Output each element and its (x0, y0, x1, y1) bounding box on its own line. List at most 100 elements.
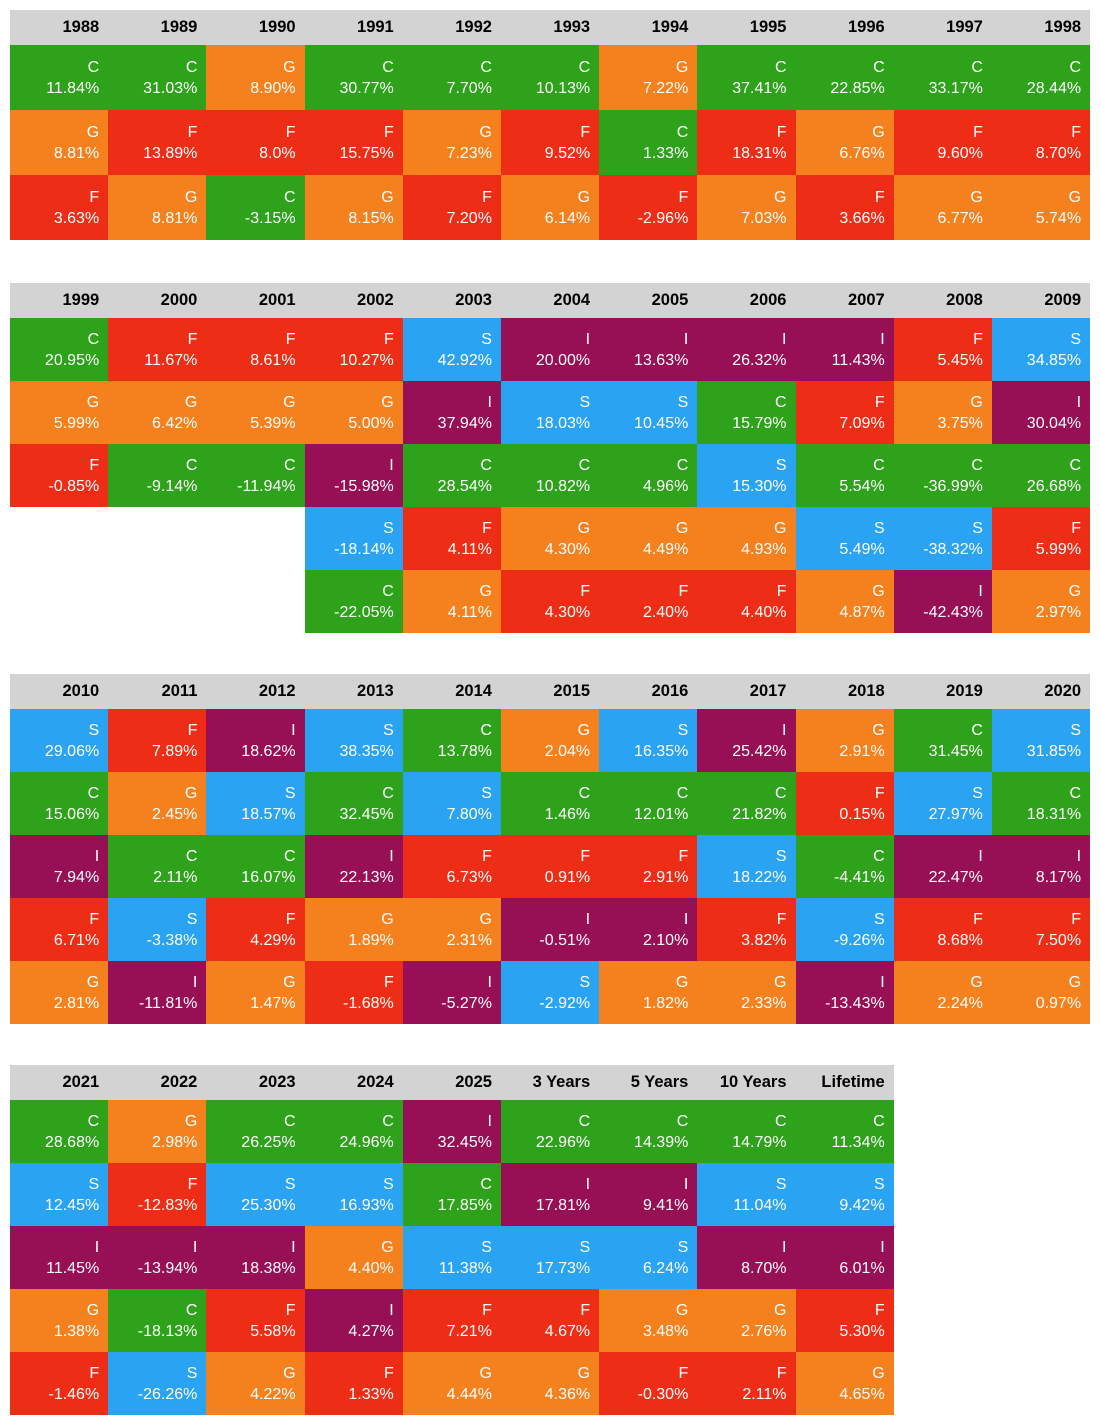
return-value: 3.48% (642, 1322, 689, 1340)
return-cell: G 3.48% (599, 1289, 698, 1352)
fund-letter: G (970, 393, 983, 411)
return-cell: F 7.09% (795, 381, 894, 444)
return-cell: F 8.70% (991, 110, 1091, 175)
fund-letter: S (1070, 330, 1082, 348)
column-2017: 2017 I 25.42% C 21.82% S 18.22% F 3.82% G 2.33% (697, 674, 796, 1024)
fund-letter: C (774, 58, 787, 76)
return-value: 1.33% (348, 1385, 394, 1403)
return-value: 22.96% (535, 1133, 591, 1151)
fund-letter: S (677, 393, 689, 411)
column-5-years: 5 Years C 14.39% I 9.41% S 6.24% G 3.48% F -0.30% (599, 1065, 698, 1415)
fund-letter: C (676, 1112, 689, 1130)
return-cell: F 13.89% (108, 110, 207, 175)
return-value: 2.81% (53, 994, 100, 1012)
return-value: 3.75% (937, 414, 983, 432)
return-cell: S 6.24% (599, 1226, 698, 1289)
fund-letter: I (487, 1112, 492, 1130)
return-cell: G 4.11% (402, 570, 501, 633)
fund-letter: F (776, 910, 787, 928)
fund-letter: F (580, 1301, 591, 1319)
return-cell: S 34.85% (991, 318, 1091, 381)
fund-letter: G (283, 393, 296, 411)
return-cell: C 22.96% (500, 1100, 600, 1163)
return-cell: G 8.81% (10, 110, 109, 175)
fund-letter: C (480, 58, 492, 76)
return-value: 4.49% (642, 540, 689, 558)
return-cell: C 14.79% (697, 1100, 796, 1163)
period-header: 1988 (10, 10, 109, 45)
return-cell: F 4.40% (697, 570, 796, 633)
return-value: 8.61% (250, 351, 296, 369)
column-2024: 2024 C 24.96% S 16.93% G 4.40% I 4.27% F 1.33% (304, 1065, 403, 1415)
return-cell: I 6.01% (795, 1226, 894, 1289)
return-cell: G 2.76% (697, 1289, 796, 1352)
return-value: 6.73% (446, 868, 492, 886)
period-header: 3 Years (500, 1065, 600, 1100)
fund-letter: C (480, 721, 492, 739)
return-cell: G 4.30% (500, 507, 600, 570)
fund-letter: F (383, 123, 394, 141)
fund-letter: G (381, 910, 394, 928)
return-value: 5.99% (53, 414, 100, 432)
return-value: -3.15% (244, 209, 296, 227)
return-value: 15.75% (339, 144, 394, 162)
fund-letter: F (580, 582, 591, 600)
fund-letter: F (187, 721, 198, 739)
fund-letter: G (381, 188, 394, 206)
return-cell: F -0.85% (10, 444, 109, 507)
return-value: -3.38% (146, 931, 198, 949)
return-cell: C 11.34% (795, 1100, 894, 1163)
return-cell: F 7.21% (402, 1289, 501, 1352)
column-2014: 2014 C 13.78% S 7.80% F 6.73% G 2.31% I -5.27% (402, 674, 501, 1024)
fund-letter: C (87, 330, 100, 348)
return-value: 31.03% (143, 79, 198, 97)
return-value: 4.11% (447, 603, 492, 621)
return-cell: I -5.27% (402, 961, 501, 1024)
fund-letter: C (578, 58, 591, 76)
return-value: 5.49% (839, 540, 885, 558)
return-value: -42.43% (923, 603, 983, 621)
return-value: 18.31% (1026, 805, 1082, 823)
period-header: 10 Years (697, 1065, 796, 1100)
return-value: 28.44% (1026, 79, 1082, 97)
period-header: 1998 (991, 10, 1091, 45)
return-cell: S 11.38% (402, 1226, 501, 1289)
fund-letter: S (874, 1175, 885, 1193)
return-value: 14.79% (732, 1133, 787, 1151)
column-1988: 1988 C 11.84% G 8.81% F 3.63% (10, 10, 109, 240)
fund-letter: F (482, 188, 492, 206)
period-header: 1990 (206, 10, 305, 45)
fund-letter: C (873, 58, 885, 76)
fund-letter: G (872, 123, 885, 141)
column-1992: 1992 C 7.70% G 7.23% F 7.20% (402, 10, 501, 240)
return-cell: I -13.43% (795, 961, 894, 1024)
return-value: 10.82% (535, 477, 591, 495)
return-value: 11.67% (144, 351, 198, 369)
return-value: 2.76% (741, 1322, 787, 1340)
return-value: 2.33% (741, 994, 787, 1012)
return-cell: I 25.42% (697, 709, 796, 772)
fund-letter: F (874, 188, 885, 206)
return-cell: G 6.42% (108, 381, 207, 444)
return-cell: S 42.92% (402, 318, 501, 381)
return-value: 11.34% (831, 1133, 885, 1151)
fund-letter: I (880, 330, 885, 348)
return-value: -0.51% (539, 931, 591, 949)
return-cell: G 8.90% (206, 45, 305, 110)
fund-letter: I (585, 1175, 591, 1193)
return-cell: F 3.63% (10, 175, 109, 240)
return-value: 6.76% (839, 144, 885, 162)
return-cell: F 2.11% (697, 1352, 796, 1415)
fund-letter: C (185, 456, 198, 474)
return-cell: I 9.41% (599, 1163, 698, 1226)
return-value: 4.30% (544, 540, 591, 558)
return-cell: G 1.38% (10, 1289, 109, 1352)
return-cell: I 22.47% (893, 835, 992, 898)
return-value: 0.15% (839, 805, 885, 823)
return-cell: I -0.51% (500, 898, 600, 961)
return-value: 37.41% (732, 79, 787, 97)
return-value: 8.70% (1035, 144, 1082, 162)
return-value: 13.78% (437, 742, 492, 760)
fund-letter: F (776, 582, 787, 600)
period-header: Lifetime (795, 1065, 894, 1100)
